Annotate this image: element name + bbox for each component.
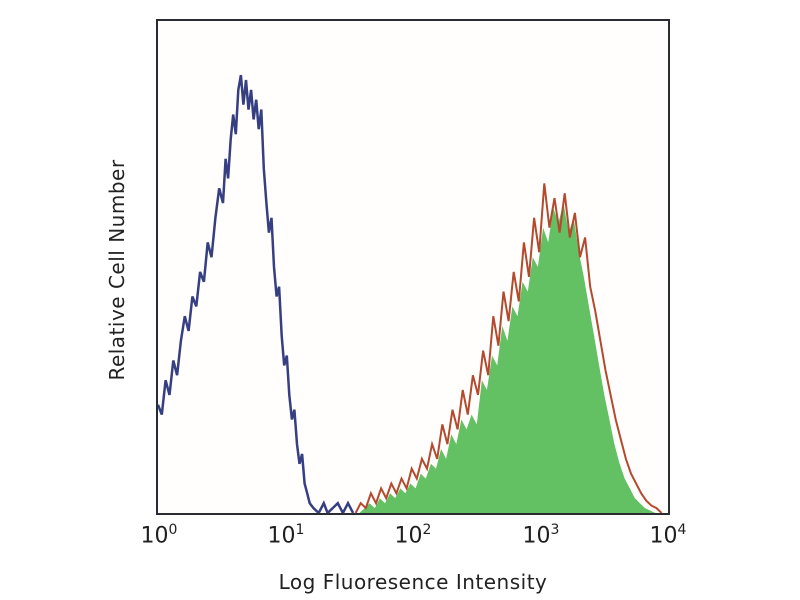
x-tick-base: 10 [394,523,423,549]
x-tick-base: 10 [140,523,169,549]
series-unstained-control-line [158,74,355,513]
x-tick-1e2: 102 [395,523,432,548]
x-tick-1e4: 104 [650,523,687,548]
x-tick-base: 10 [267,523,296,549]
x-tick-base: 10 [649,523,678,549]
histogram-chart [158,74,663,513]
x-tick-exponent: 3 [550,522,560,538]
x-tick-1e3: 103 [523,523,560,548]
x-tick-base: 10 [522,523,551,549]
x-tick-exponent: 2 [422,522,432,538]
x-tick-exponent: 1 [295,522,305,538]
y-axis-label: Relative Cell Number [105,159,129,381]
x-axis-label: Log Fluoresence Intensity [278,570,548,594]
x-tick-1e0: 100 [141,523,178,548]
x-tick-1e1: 101 [268,523,305,548]
series-stained-sample-fill [359,203,656,513]
x-tick-exponent: 0 [168,522,178,538]
plot-area [156,19,670,515]
series-stained-sample-outline [354,183,663,513]
x-tick-exponent: 4 [677,522,687,538]
